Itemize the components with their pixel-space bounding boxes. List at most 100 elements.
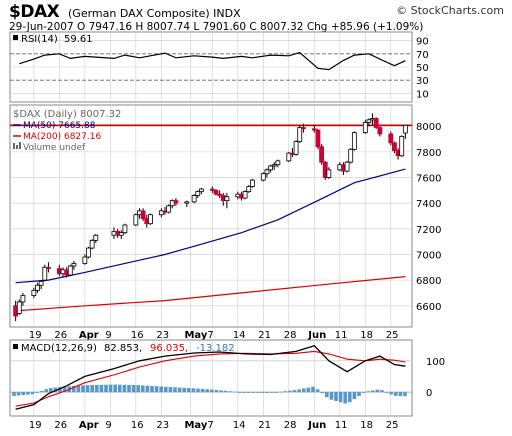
macd-histogram-bar bbox=[191, 388, 196, 393]
macd-histogram-bar bbox=[302, 388, 306, 393]
candle bbox=[399, 135, 405, 158]
price-legend: $DAX (Daily) 8007.32 MA(50) 7665.88 MA(2… bbox=[13, 109, 121, 153]
macd-histogram-bar bbox=[325, 392, 329, 398]
macd-histogram-bar bbox=[219, 390, 223, 393]
macd-histogram-bar bbox=[274, 392, 278, 393]
macd-histogram-bar bbox=[118, 384, 122, 393]
candle bbox=[264, 168, 270, 178]
candle bbox=[224, 192, 230, 209]
candle bbox=[184, 200, 190, 208]
rsi-tick-label: 30 bbox=[416, 76, 429, 87]
candle bbox=[122, 223, 128, 234]
macd-histogram-bar bbox=[251, 392, 255, 393]
candle bbox=[20, 292, 26, 306]
macd-histogram-bar bbox=[315, 389, 320, 393]
high-label: H bbox=[135, 21, 144, 33]
candle bbox=[195, 190, 201, 199]
candle bbox=[173, 198, 179, 206]
macd-histogram-bar bbox=[104, 384, 108, 393]
candle bbox=[67, 264, 73, 277]
macd-histogram-bar bbox=[269, 392, 274, 393]
rsi-line bbox=[19, 51, 406, 71]
candle bbox=[319, 144, 324, 165]
rsi-tick-labels: 90 70 50 30 10 bbox=[416, 37, 429, 101]
macd-histogram-bar bbox=[384, 392, 389, 393]
rsi-legend-marker bbox=[13, 35, 18, 40]
candle-body-up bbox=[271, 164, 277, 167]
macd-hist-value: -13.182 bbox=[196, 343, 235, 354]
candle bbox=[311, 124, 317, 133]
candle-body-down bbox=[388, 133, 394, 144]
candle-body-up bbox=[326, 169, 332, 178]
rsi-tick-label: 90 bbox=[416, 37, 429, 48]
company-name: (German DAX Composite) INDX bbox=[68, 7, 241, 20]
candle-body-up bbox=[242, 191, 248, 199]
macd-histogram-bar bbox=[26, 392, 30, 395]
candle bbox=[31, 287, 37, 299]
candle-body-up bbox=[158, 210, 164, 216]
candle-body-up bbox=[249, 179, 255, 187]
candle bbox=[38, 280, 44, 290]
candle-body-up bbox=[82, 256, 88, 264]
date-axis-label: 9 bbox=[105, 420, 111, 431]
macd-histogram-bar bbox=[260, 392, 265, 393]
macd-histogram-bar bbox=[223, 390, 228, 393]
candle-body-up bbox=[35, 284, 40, 291]
quote-date: 29-Jun-2007 bbox=[9, 21, 74, 33]
date-axis-label: 19 bbox=[29, 420, 42, 431]
ma50-legend-label: MA(50) 7665.88 bbox=[23, 121, 96, 131]
macd-histogram-bar bbox=[361, 392, 366, 393]
candle bbox=[344, 160, 350, 173]
candle bbox=[118, 230, 124, 240]
date-axis-label: 25 bbox=[386, 420, 399, 431]
rsi-value: 59.61 bbox=[64, 34, 93, 45]
candle bbox=[42, 264, 48, 282]
macd-tick-label: 0 bbox=[426, 388, 432, 399]
macd-histogram-bar bbox=[154, 386, 159, 393]
macd-histogram-bar bbox=[35, 392, 39, 393]
macd-histogram-bar bbox=[352, 392, 357, 400]
candle-body-up bbox=[166, 205, 172, 213]
date-axis-bottom: 19 26 Apr 9 16 23 May 7 14 21 28 Jun 11 18 25 bbox=[29, 420, 399, 431]
candle bbox=[392, 141, 397, 154]
candle-body-down bbox=[46, 266, 51, 269]
macd-histogram-bar bbox=[288, 390, 292, 393]
close-value: 8007.32 bbox=[260, 21, 304, 33]
macd-histogram-bar bbox=[168, 387, 173, 393]
macd-histogram-bar bbox=[76, 385, 81, 393]
candle-body-up bbox=[191, 195, 197, 203]
macd-histogram-bar bbox=[127, 384, 131, 393]
candle bbox=[86, 246, 91, 259]
macd-histogram-bar bbox=[279, 391, 283, 393]
candle-body-up bbox=[67, 265, 73, 276]
candle bbox=[16, 299, 22, 315]
candle bbox=[286, 151, 292, 163]
macd-histogram-bar bbox=[141, 385, 145, 393]
candle-body-up bbox=[402, 124, 408, 134]
candle-body-up bbox=[260, 173, 266, 181]
candle bbox=[246, 185, 252, 193]
macd-histogram-bar bbox=[122, 384, 127, 393]
macd-histogram-bar bbox=[182, 387, 186, 393]
volume-legend-label: Volume undef bbox=[23, 143, 86, 153]
candle bbox=[93, 233, 99, 243]
macd-histogram-bar bbox=[357, 392, 361, 396]
candle-body-up bbox=[122, 224, 128, 234]
date-axis-label: 26 bbox=[54, 330, 67, 341]
rsi-grid bbox=[10, 33, 412, 101]
macd-histogram-bar bbox=[394, 392, 398, 396]
price-tick-label: 6800 bbox=[416, 276, 441, 287]
candle bbox=[46, 262, 51, 273]
change-value: +85.96 (+1.09%) bbox=[330, 21, 424, 33]
macd-histogram-bar bbox=[283, 391, 288, 393]
macd-histogram-bar bbox=[177, 387, 182, 393]
candle-body-up bbox=[118, 232, 124, 236]
candle bbox=[148, 213, 153, 225]
candle-body-down bbox=[311, 128, 317, 131]
macd-histogram-bar bbox=[39, 390, 44, 393]
candle-body-up bbox=[246, 186, 252, 193]
macd-histogram-bar bbox=[49, 388, 53, 393]
date-axis-label: 25 bbox=[386, 330, 399, 341]
macd-histogram-bar bbox=[164, 386, 168, 393]
date-axis-label: 14 bbox=[233, 330, 246, 341]
